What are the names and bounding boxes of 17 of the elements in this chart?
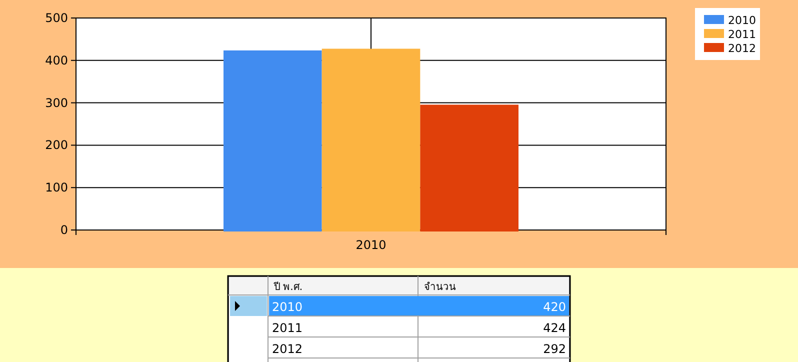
text: 292 xyxy=(543,342,566,356)
text: 420 xyxy=(543,300,566,314)
y-tick-label: 500 xyxy=(45,11,68,25)
legend-label: 2012 xyxy=(728,42,756,55)
text: 424 xyxy=(543,321,566,335)
y-tick-label: 200 xyxy=(45,138,68,152)
y-tick-label: 100 xyxy=(45,180,68,195)
y-tick-label: 0 xyxy=(60,223,68,237)
y-tick-label: 300 xyxy=(45,96,68,110)
text: 2011 xyxy=(272,321,303,335)
text: 2012 xyxy=(272,342,303,356)
legend-label: 2011 xyxy=(728,28,756,41)
text: จำนวน xyxy=(424,282,456,293)
text: ปี พ.ศ. xyxy=(273,281,303,293)
y-tick-label: 400 xyxy=(45,53,68,68)
legend-label: 2010 xyxy=(728,14,756,27)
category-label: 2010 xyxy=(272,300,303,314)
